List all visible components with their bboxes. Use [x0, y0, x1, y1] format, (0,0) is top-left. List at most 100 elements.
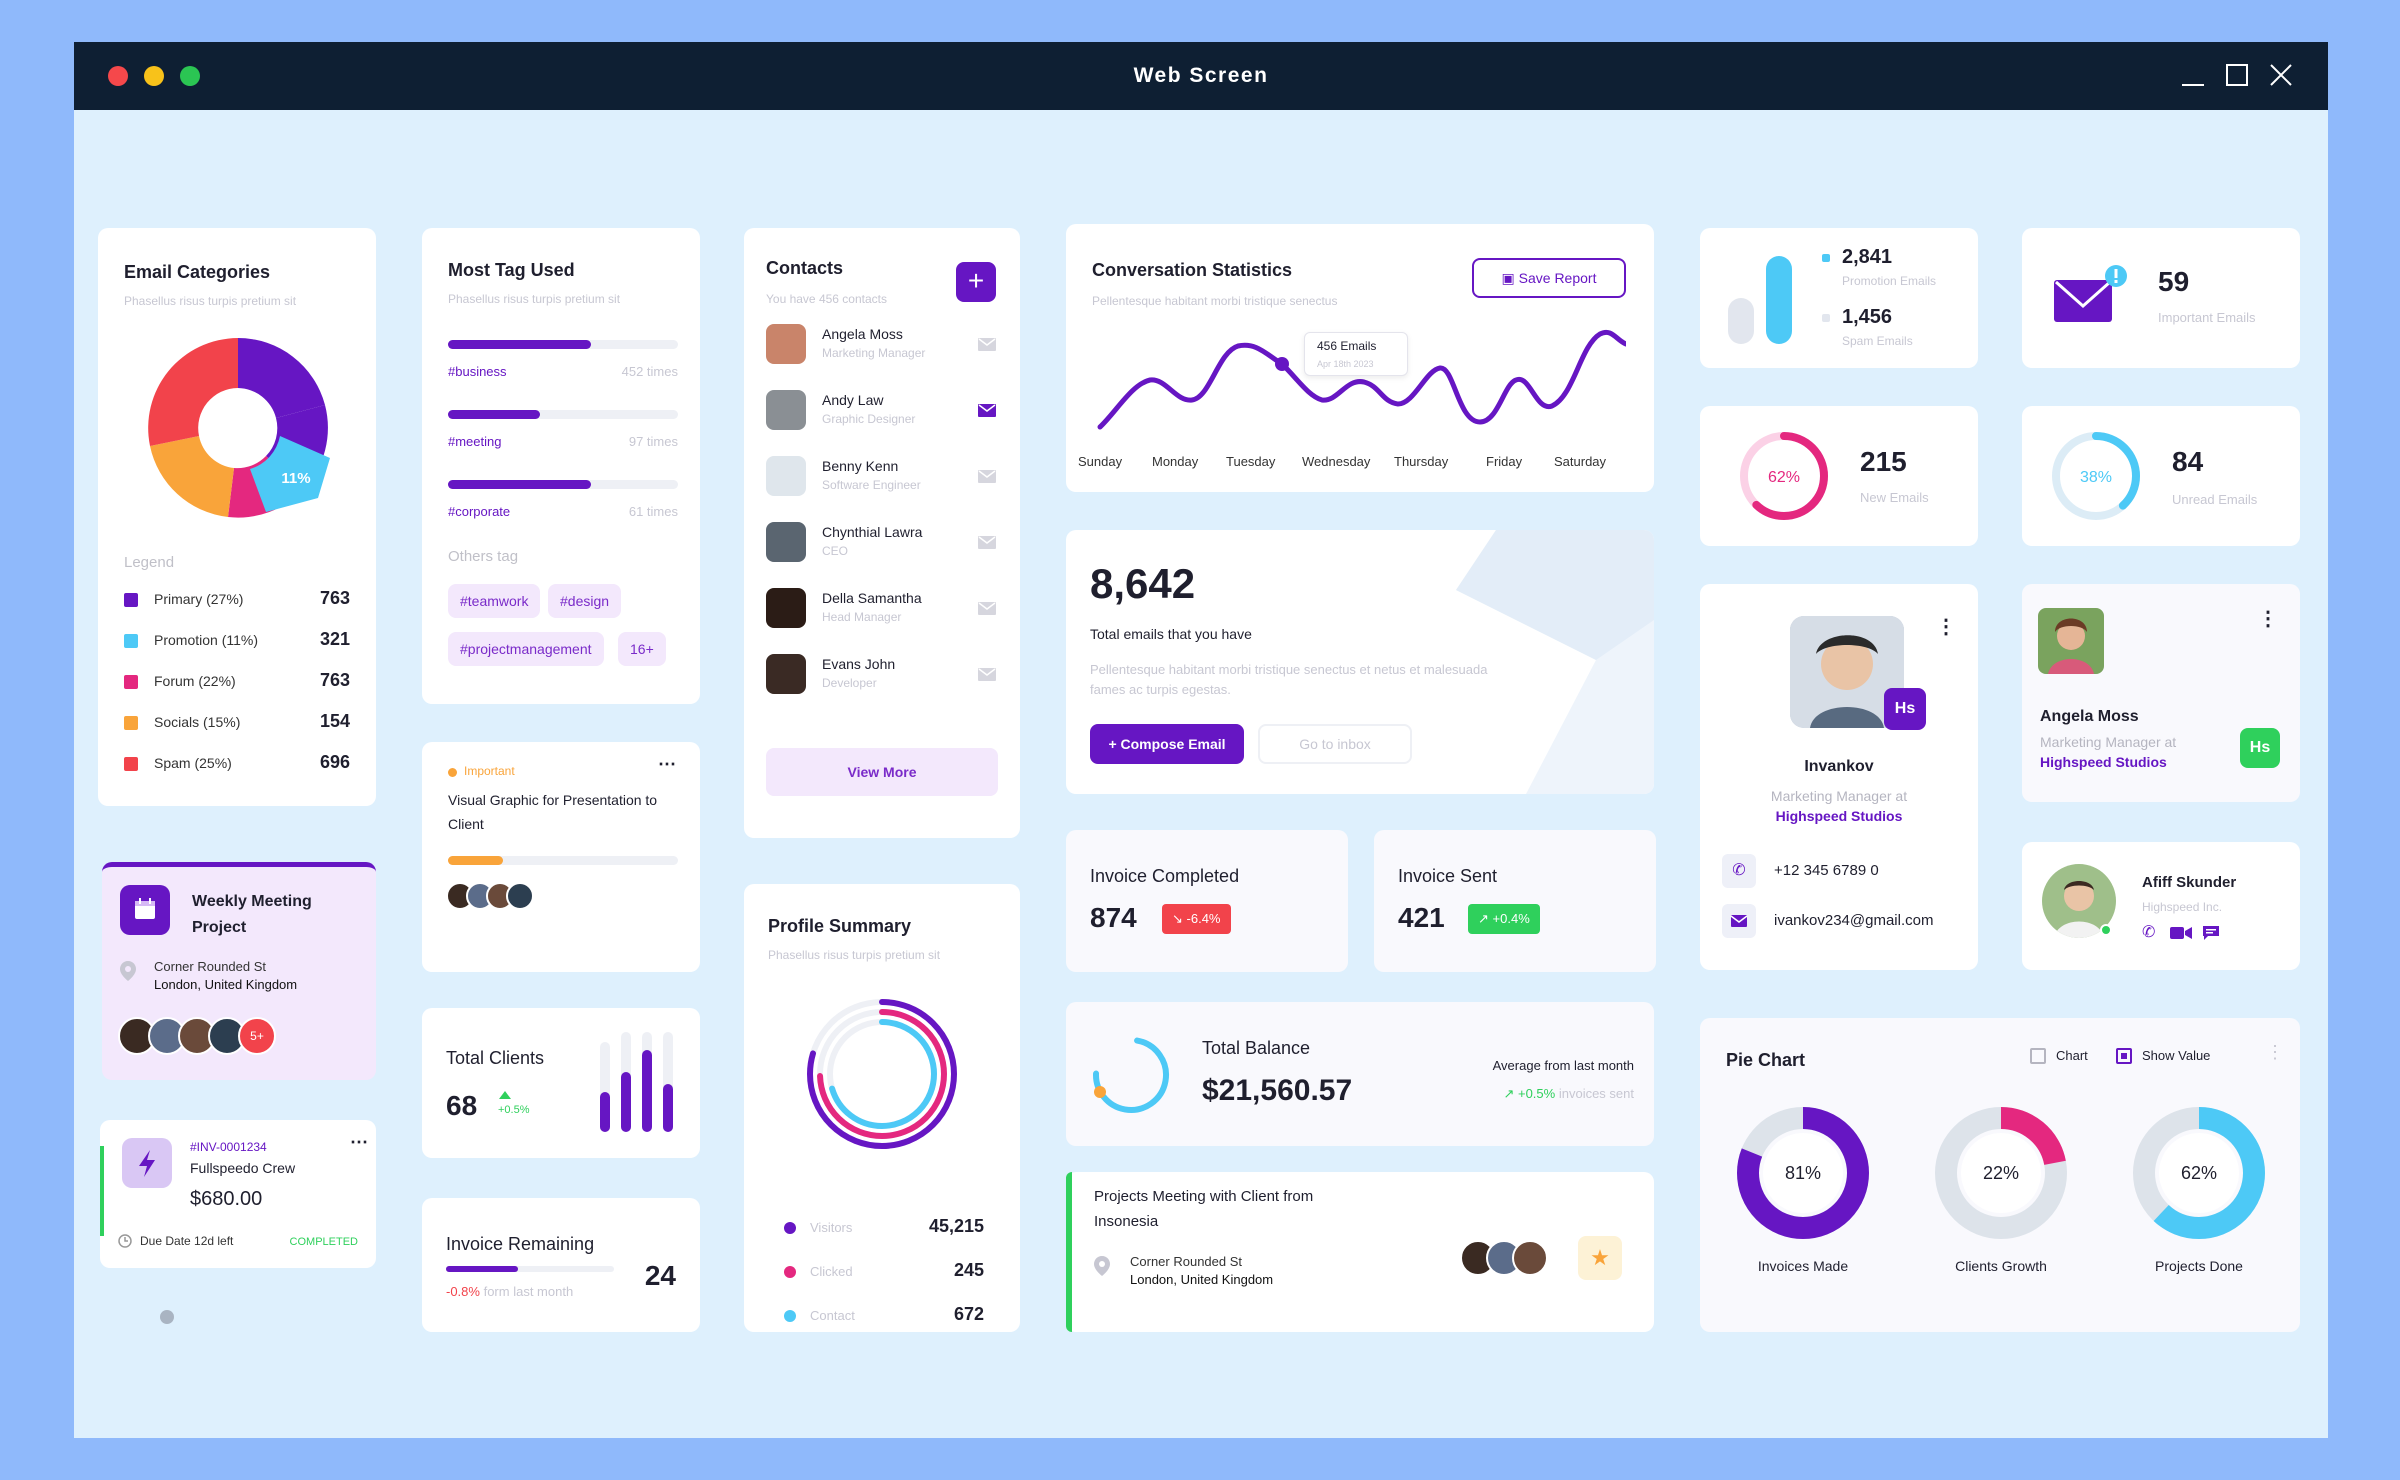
star-icon[interactable]: ★: [1578, 1236, 1622, 1280]
x-tick-label: Friday: [1486, 454, 1523, 469]
change-suffix: form last month: [483, 1284, 574, 1299]
view-more-button[interactable]: View More: [766, 748, 998, 796]
phone-icon: ✆: [1722, 854, 1756, 888]
tag-pill[interactable]: #design: [548, 584, 622, 618]
legend-swatch: [124, 716, 138, 730]
tag-count: 97 times: [628, 434, 678, 449]
total-emails-label: Total emails that you have: [1090, 626, 1252, 642]
minimize-dot[interactable]: [144, 66, 164, 86]
clients-bar-chart: [600, 1032, 673, 1132]
important-emails-label: Important Emails: [2158, 310, 2256, 325]
more-options-icon[interactable]: ⋯: [350, 1132, 368, 1152]
more-options-icon[interactable]: ⋮: [1936, 616, 1956, 638]
others-tag-title: Others tag: [448, 548, 519, 565]
company-badge: Hs: [1884, 688, 1926, 730]
total-clients-card: Total Clients 68 +0.5%: [422, 1008, 700, 1158]
avatar: [766, 456, 806, 496]
donut-label: 11%: [281, 470, 310, 487]
pie-label: Projects Done: [2155, 1258, 2243, 1274]
tag-name[interactable]: #business: [448, 364, 507, 379]
profile-email[interactable]: ivankov234@gmail.com: [1774, 912, 1934, 929]
unread-emails-percent: 38%: [2080, 469, 2112, 486]
avatar: [766, 522, 806, 562]
chart-checkbox[interactable]: [2030, 1048, 2046, 1064]
mail-icon[interactable]: [978, 470, 996, 483]
pie-slice: [2133, 1107, 2265, 1239]
mail-icon[interactable]: [978, 338, 996, 351]
show-value-checkbox[interactable]: [2116, 1048, 2132, 1064]
contact-name: Andy Law: [822, 392, 884, 408]
maximize-dot[interactable]: [180, 66, 200, 86]
invoice-remaining-bar-fill: [446, 1266, 519, 1272]
trend-down-icon: ↘: [1172, 911, 1183, 926]
tooltip-date: Apr 18th 2023: [1317, 359, 1374, 369]
change-value: -0.8%: [446, 1284, 480, 1299]
close-icon[interactable]: [2266, 60, 2296, 90]
avatar: [118, 1017, 156, 1055]
tag-pill[interactable]: #projectmanagement: [448, 632, 604, 666]
contacts-subtitle: You have 456 contacts: [766, 292, 887, 306]
profile-company[interactable]: Highspeed Studios: [2040, 754, 2167, 770]
mail-icon[interactable]: [978, 668, 996, 681]
legend-value: 696: [319, 752, 350, 772]
chart-tooltip: 456 Emails Apr 18th 2023: [1304, 332, 1408, 376]
task-progress: [448, 856, 678, 865]
more-attendees-badge[interactable]: 5+: [238, 1017, 276, 1055]
unread-emails-card: 38% 84 Unread Emails: [2022, 406, 2300, 546]
tag-pill[interactable]: 16+: [618, 632, 666, 666]
pie-donut: 81%: [1737, 1107, 1869, 1239]
tag-name[interactable]: #meeting: [448, 434, 502, 449]
mail-icon[interactable]: [978, 536, 996, 549]
legend-swatch: [124, 757, 138, 771]
total-balance-card: Total Balance $21,560.57 Average from la…: [1066, 1002, 1654, 1146]
important-task-card[interactable]: Important ⋯ Visual Graphic for Presentat…: [422, 742, 700, 972]
new-emails-card: 62% 215 New Emails: [1700, 406, 1978, 546]
save-report-button[interactable]: ▣ Save Report: [1472, 258, 1626, 298]
profile-name: Invankov: [1804, 758, 1874, 775]
pie-value-label: 22%: [1983, 1163, 2019, 1183]
mail-icon[interactable]: [978, 404, 996, 417]
minimize-icon[interactable]: [2178, 60, 2208, 90]
more-options-icon[interactable]: ⋮: [2266, 1042, 2284, 1062]
total-balance-change: ↗ +0.5% invoices sent: [1503, 1086, 1634, 1102]
x-tick-label: Monday: [1152, 454, 1199, 469]
phone-icon[interactable]: ✆: [2142, 924, 2156, 941]
invoice-sent-value: 421: [1398, 902, 1445, 933]
profile-card-afiff: Afiff Skunder Highspeed Inc. ✆: [2022, 842, 2300, 970]
weekly-meeting-card[interactable]: Weekly Meeting Project Corner Rounded St…: [102, 862, 376, 1080]
video-call-icon[interactable]: [2170, 926, 2192, 940]
go-to-inbox-button[interactable]: Go to inbox: [1258, 724, 1412, 764]
mail-icon[interactable]: [978, 602, 996, 615]
legend-label: Spam (25%): [154, 755, 232, 771]
profile-company[interactable]: Highspeed Studios: [1775, 808, 1903, 824]
maximize-icon[interactable]: [2222, 60, 2252, 90]
chat-icon[interactable]: [2202, 925, 2220, 941]
profile-phone[interactable]: +12 345 6789 0: [1774, 862, 1879, 879]
legend-value: 154: [319, 711, 350, 731]
decorative-shape: [1456, 530, 1654, 794]
more-options-icon[interactable]: ⋯: [658, 754, 676, 774]
avatar: [766, 588, 806, 628]
tag-pill[interactable]: #teamwork: [448, 584, 541, 618]
promotion-value: 2,841: [1842, 246, 1893, 268]
pie-chart-card: Pie Chart Chart Show Value ⋮ 81% Invoices…: [1700, 1018, 2300, 1332]
priority-dot: [448, 768, 457, 777]
new-emails-label: New Emails: [1860, 490, 1929, 505]
profile-summary-rings: [807, 999, 957, 1149]
stat-value: 672: [953, 1304, 984, 1324]
add-contact-button[interactable]: +: [956, 262, 996, 302]
compose-email-button[interactable]: + Compose Email: [1090, 724, 1244, 764]
legend-label: Primary (27%): [154, 591, 244, 607]
projects-meeting-card[interactable]: Projects Meeting with Client from Insone…: [1066, 1172, 1654, 1332]
x-tick-label: Tuesday: [1226, 454, 1276, 469]
page-indicator-dot[interactable]: [160, 1310, 174, 1324]
invoice-card[interactable]: #INV-0001234 ⋯ Fullspeedo Crew $680.00 D…: [100, 1120, 376, 1268]
close-dot[interactable]: [108, 66, 128, 86]
important-emails-value: 59: [2158, 266, 2190, 297]
weekly-address-line2: London, United Kingdom: [154, 977, 298, 992]
promotion-label: Promotion Emails: [1842, 274, 1937, 288]
legend-label: Socials (15%): [154, 714, 241, 730]
more-options-icon[interactable]: ⋮: [2258, 608, 2278, 630]
pie-value-label: 81%: [1785, 1163, 1821, 1183]
tag-name[interactable]: #corporate: [448, 504, 511, 519]
